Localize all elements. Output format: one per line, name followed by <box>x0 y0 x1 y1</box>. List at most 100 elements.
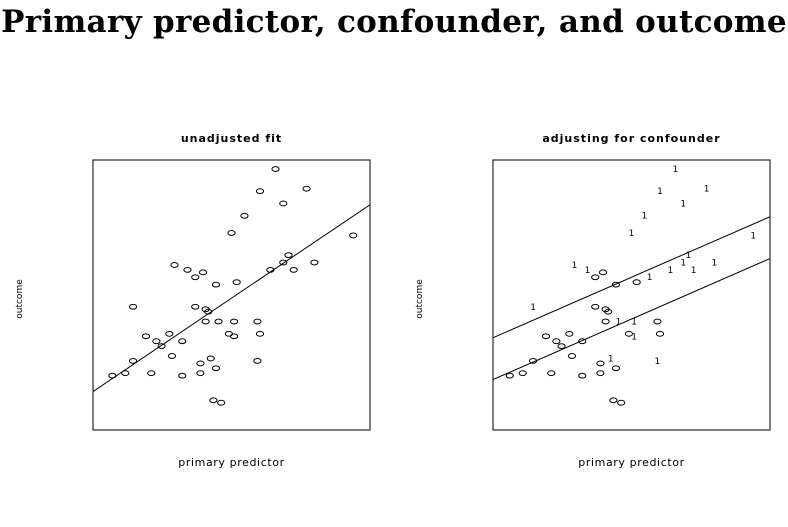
data-point <box>214 318 223 325</box>
data-point <box>227 230 236 236</box>
data-point <box>206 355 215 362</box>
data-point <box>178 338 187 345</box>
plot-unadjusted <box>92 159 371 431</box>
data-point <box>611 365 621 372</box>
data-point: 1 <box>629 229 635 239</box>
data-point <box>284 252 293 259</box>
data-point: 1 <box>680 258 686 268</box>
data-point <box>178 372 187 379</box>
data-point <box>349 232 358 239</box>
data-point: 1 <box>530 303 536 313</box>
data-point <box>655 330 665 337</box>
data-point <box>170 262 179 268</box>
data-point: 1 <box>667 266 673 276</box>
data-point <box>279 200 288 207</box>
data-point <box>601 318 610 325</box>
data-point: 1 <box>631 318 637 328</box>
x-axis-label: primary predictor <box>178 456 285 469</box>
plot-frame <box>492 159 771 431</box>
data-point <box>271 166 280 172</box>
data-point: 1 <box>680 199 686 209</box>
panel-unadjusted: unadjusted fit outcome primary predictor <box>10 120 390 480</box>
data-point <box>204 308 213 315</box>
data-point <box>255 330 265 337</box>
data-point <box>632 279 641 286</box>
data-point: 1 <box>712 258 718 268</box>
data-point <box>609 397 618 404</box>
data-point <box>253 357 262 364</box>
data-point <box>505 372 514 379</box>
data-point <box>266 266 275 273</box>
data-point <box>183 266 192 273</box>
data-point <box>611 281 621 288</box>
data-point <box>596 360 605 367</box>
panel-title: adjusting for confounder <box>542 132 721 145</box>
data-point <box>198 269 208 276</box>
data-point: 1 <box>704 185 710 195</box>
data-point <box>224 330 234 337</box>
data-point <box>565 330 574 337</box>
data-point: 1 <box>657 187 663 197</box>
data-point <box>578 372 587 379</box>
data-point <box>518 370 527 377</box>
plot-frame <box>92 159 371 431</box>
data-point <box>240 212 249 219</box>
data-point <box>578 338 587 345</box>
data-point: 1 <box>673 165 679 175</box>
data-point <box>141 333 151 340</box>
data-point <box>596 370 605 377</box>
panel-title: unadjusted fit <box>180 132 283 145</box>
data-point: 1 <box>616 318 622 328</box>
data-point <box>128 303 138 310</box>
data-point: 1 <box>642 212 648 222</box>
data-point <box>211 365 221 372</box>
data-point <box>541 333 551 340</box>
data-point: 1 <box>691 266 697 276</box>
y-axis-label: outcome <box>415 279 425 319</box>
data-point: 1 <box>655 357 661 367</box>
data-point <box>598 269 608 276</box>
data-point <box>211 281 221 288</box>
data-point <box>167 353 177 359</box>
data-point <box>147 370 156 377</box>
data-point <box>201 318 210 325</box>
data-point <box>196 370 205 377</box>
data-point <box>547 370 556 377</box>
data-point <box>302 185 311 192</box>
data-point <box>528 357 538 364</box>
data-point <box>253 318 262 325</box>
data-point <box>191 303 200 310</box>
data-point <box>310 259 319 266</box>
data-point: 1 <box>647 273 653 283</box>
data-point <box>229 318 239 325</box>
figure-title: Primary predictor, confounder, and outco… <box>1 4 787 40</box>
data-point <box>229 333 239 340</box>
fit-line <box>493 258 770 381</box>
data-point <box>624 330 634 337</box>
data-point <box>128 357 138 364</box>
data-point <box>232 279 241 286</box>
data-point <box>157 343 166 350</box>
y-axis-label: outcome <box>15 279 25 319</box>
data-point <box>191 274 200 281</box>
data-point <box>604 308 613 315</box>
data-point <box>653 318 662 325</box>
data-point <box>557 343 566 350</box>
data-point: 1 <box>608 354 614 364</box>
data-point <box>289 266 298 273</box>
data-point <box>152 338 161 345</box>
fit-line <box>93 204 370 392</box>
data-point <box>591 303 600 310</box>
data-point: 1 <box>631 332 637 342</box>
data-point: 1 <box>686 251 692 261</box>
data-point <box>121 370 130 377</box>
data-point: 1 <box>572 261 578 271</box>
data-point <box>255 188 265 195</box>
data-point <box>165 330 174 337</box>
data-point <box>279 259 288 266</box>
data-point: 1 <box>585 266 591 276</box>
data-point <box>209 397 218 404</box>
data-point <box>217 399 226 406</box>
